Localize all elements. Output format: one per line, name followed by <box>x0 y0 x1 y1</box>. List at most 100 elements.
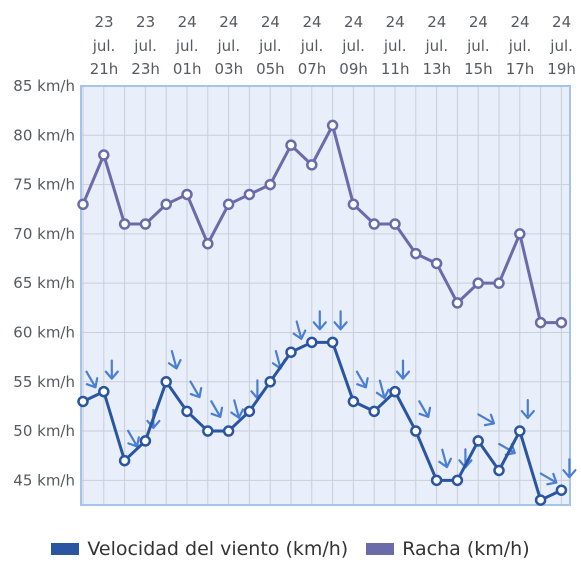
x-tick-label-day: 24 <box>510 13 529 31</box>
wind-direction-arrow-icon <box>292 320 307 340</box>
wind-speed-point[interactable] <box>264 376 276 388</box>
x-tick-label-hour: 09h <box>339 60 368 78</box>
wind-speed-point[interactable] <box>514 425 526 437</box>
grid-lines <box>81 85 570 505</box>
wind-speed-point[interactable] <box>139 435 152 447</box>
wind-speed-point[interactable] <box>306 336 318 349</box>
plot-border <box>80 85 571 506</box>
wind-speed-point[interactable] <box>472 435 484 447</box>
gust-point[interactable] <box>285 139 297 151</box>
gust-point[interactable] <box>202 237 214 250</box>
wind-direction-arrow-icon <box>438 448 453 469</box>
gust-point[interactable] <box>222 198 235 211</box>
x-tick-label-month: jul. <box>383 37 407 55</box>
gust-point[interactable] <box>243 188 256 201</box>
x-tick-label-day: 24 <box>178 13 197 31</box>
gust-point[interactable] <box>493 277 505 289</box>
x-tick-label-day: 24 <box>552 13 571 31</box>
gust-point[interactable] <box>389 218 401 230</box>
x-tick-label-month: jul. <box>216 37 240 55</box>
y-tick-label: 55 km/h <box>13 373 75 391</box>
wind-direction-arrow-icon <box>395 359 411 380</box>
y-tick-label: 70 km/h <box>13 225 75 243</box>
gust-point[interactable] <box>306 159 318 171</box>
gust-point[interactable] <box>160 198 172 211</box>
wind-speed-point[interactable] <box>555 484 568 496</box>
gust-point[interactable] <box>368 218 380 230</box>
wind-speed-point[interactable] <box>202 425 214 437</box>
wind-speed-point[interactable] <box>410 425 422 437</box>
wind-speed-point[interactable] <box>160 376 172 388</box>
wind-direction-arrow-icon <box>539 472 558 486</box>
y-tick-label: 50 km/h <box>13 422 75 440</box>
gust-point[interactable] <box>534 316 547 329</box>
gust-point[interactable] <box>451 297 464 309</box>
legend-item-wind-speed[interactable]: Velocidad del viento (km/h) <box>51 538 348 560</box>
wind-direction-arrow-icon <box>477 413 496 427</box>
gust-point[interactable] <box>472 277 484 289</box>
gust-point[interactable] <box>555 316 568 329</box>
x-tick-label-month: jul. <box>92 37 116 55</box>
wind-speed-point[interactable] <box>326 336 339 349</box>
wind-speed-point[interactable] <box>285 346 297 358</box>
x-tick-label-hour: 01h <box>173 60 202 78</box>
y-tick-label: 85 km/h <box>13 77 75 95</box>
legend-item-gust[interactable]: Racha (km/h) <box>366 538 530 560</box>
y-tick-label: 45 km/h <box>13 471 75 489</box>
legend-label-wind-speed: Velocidad del viento (km/h) <box>87 538 349 560</box>
wind-direction-arrow-icon <box>230 399 245 419</box>
x-tick-label-day: 24 <box>302 13 321 31</box>
gust-point[interactable] <box>347 198 360 211</box>
gust-point[interactable] <box>77 198 89 211</box>
gust-point[interactable] <box>181 188 193 201</box>
y-tick-label: 65 km/h <box>13 274 75 292</box>
legend-swatch-gust <box>366 543 395 555</box>
gust-point[interactable] <box>430 257 443 270</box>
x-tick-label-hour: 03h <box>215 60 244 78</box>
wind-speed-point[interactable] <box>493 464 505 477</box>
x-tick-label-hour: 15h <box>464 60 493 78</box>
x-tick-label-month: jul. <box>466 37 490 55</box>
wind-direction-arrow-icon <box>104 359 119 380</box>
x-tick-label-hour: 23h <box>131 60 160 78</box>
x-tick-label-hour: 07h <box>298 60 327 78</box>
wind-direction-arrow-icon <box>85 370 99 389</box>
gust-point[interactable] <box>139 218 152 230</box>
gust-point[interactable] <box>118 218 131 230</box>
x-tick-label-month: jul. <box>549 37 573 55</box>
gust-point[interactable] <box>514 228 526 240</box>
wind-speed-point[interactable] <box>347 395 360 408</box>
wind-direction-arrow-icon <box>375 379 390 400</box>
wind-speed-point[interactable] <box>534 494 547 506</box>
x-tick-label-hour: 13h <box>423 60 452 78</box>
wind-speed-point[interactable] <box>430 474 443 487</box>
x-tick-label-month: jul. <box>258 37 282 55</box>
series-gust <box>77 119 568 329</box>
x-tick-label-month: jul. <box>300 37 324 55</box>
wind-speed-line <box>82 340 563 502</box>
wind-speed-point[interactable] <box>389 385 401 398</box>
wind-chart: 45 km/h 50 km/h 55 km/h 60 km/h 65 km/h 70 km… <box>13 13 577 506</box>
x-tick-label-month: jul. <box>133 37 157 55</box>
y-axis-ticks: 45 km/h 50 km/h 55 km/h 60 km/h 65 km/h 70 km… <box>13 77 75 489</box>
wind-speed-point[interactable] <box>243 405 256 418</box>
gust-point[interactable] <box>98 149 110 161</box>
gust-point[interactable] <box>410 247 422 260</box>
gust-point[interactable] <box>326 119 339 132</box>
x-tick-label-month: jul. <box>341 37 365 55</box>
x-tick-label-day: 24 <box>469 13 488 31</box>
wind-speed-point[interactable] <box>77 395 89 408</box>
x-tick-label-day: 24 <box>344 13 363 31</box>
legend: Velocidad del viento (km/h) Racha (km/h) <box>0 534 581 564</box>
plot-background <box>81 86 570 505</box>
x-tick-label-hour: 17h <box>506 60 535 78</box>
wind-speed-point[interactable] <box>181 405 193 418</box>
wind-speed-point[interactable] <box>118 454 131 467</box>
wind-direction-arrow-icon <box>312 310 327 331</box>
wind-speed-point[interactable] <box>98 385 110 398</box>
wind-speed-point[interactable] <box>368 405 380 418</box>
wind-direction-arrow-icon <box>418 400 432 418</box>
wind-speed-point[interactable] <box>451 474 464 487</box>
gust-point[interactable] <box>264 178 276 191</box>
wind-speed-point[interactable] <box>222 425 235 437</box>
